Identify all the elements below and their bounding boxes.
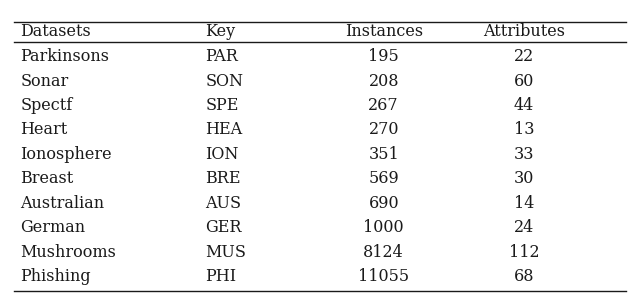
Text: PAR: PAR (205, 48, 238, 65)
Text: MUS: MUS (205, 244, 246, 261)
Text: SPE: SPE (205, 97, 239, 114)
Text: 33: 33 (514, 146, 534, 163)
Text: 270: 270 (369, 121, 399, 138)
Text: 22: 22 (514, 48, 534, 65)
Text: 267: 267 (369, 97, 399, 114)
Text: Heart: Heart (20, 121, 68, 138)
Text: 195: 195 (369, 48, 399, 65)
Text: Key: Key (205, 23, 236, 40)
Text: 208: 208 (369, 73, 399, 89)
Text: BRE: BRE (205, 170, 241, 187)
Text: PHI: PHI (205, 268, 236, 285)
Text: Mushrooms: Mushrooms (20, 244, 116, 261)
Text: AUS: AUS (205, 195, 241, 212)
Text: Parkinsons: Parkinsons (20, 48, 109, 65)
Text: 24: 24 (514, 219, 534, 236)
Text: Attributes: Attributes (483, 23, 565, 40)
Text: Phishing: Phishing (20, 268, 91, 285)
Text: Instances: Instances (345, 23, 423, 40)
Text: Spectf: Spectf (20, 97, 73, 114)
Text: 13: 13 (514, 121, 534, 138)
Text: 351: 351 (369, 146, 399, 163)
Text: SON: SON (205, 73, 243, 89)
Text: Australian: Australian (20, 195, 104, 212)
Text: 11055: 11055 (358, 268, 410, 285)
Text: ION: ION (205, 146, 239, 163)
Text: GER: GER (205, 219, 242, 236)
Text: Sonar: Sonar (20, 73, 68, 89)
Text: 8124: 8124 (364, 244, 404, 261)
Text: 1000: 1000 (364, 219, 404, 236)
Text: 68: 68 (514, 268, 534, 285)
Text: 60: 60 (514, 73, 534, 89)
Text: 30: 30 (514, 170, 534, 187)
Text: 569: 569 (369, 170, 399, 187)
Text: 690: 690 (369, 195, 399, 212)
Text: German: German (20, 219, 86, 236)
Text: 44: 44 (514, 97, 534, 114)
Text: Datasets: Datasets (20, 23, 92, 40)
Text: Breast: Breast (20, 170, 74, 187)
Text: 14: 14 (514, 195, 534, 212)
Text: 112: 112 (509, 244, 540, 261)
Text: HEA: HEA (205, 121, 243, 138)
Text: Ionosphere: Ionosphere (20, 146, 112, 163)
